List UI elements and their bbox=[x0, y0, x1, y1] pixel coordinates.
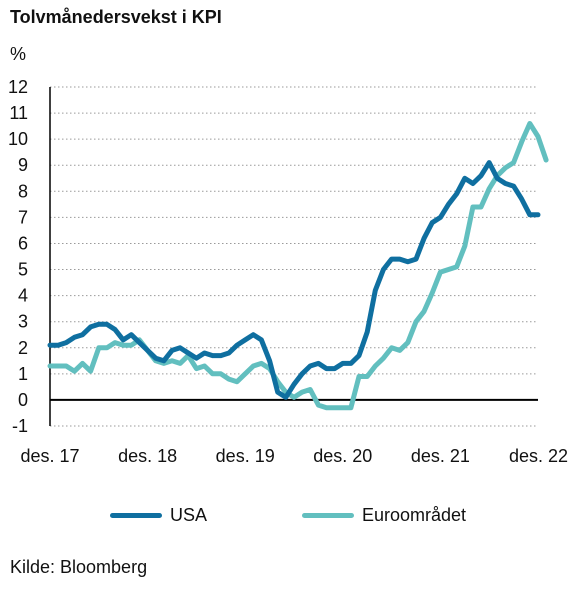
source-note: Kilde: Bloomberg bbox=[10, 557, 148, 577]
x-tick-label: des. 21 bbox=[411, 446, 470, 466]
y-tick-label: 8 bbox=[18, 181, 28, 201]
legend-label-euroomradet: Euroområdet bbox=[362, 505, 467, 525]
y-tick-label: 5 bbox=[18, 260, 28, 280]
series-line-usa bbox=[47, 160, 541, 400]
grid-lines bbox=[49, 86, 538, 427]
x-axis-ticks: des. 17 des. 18 des. 19 des. 20 des. 21 des. … bbox=[20, 446, 568, 466]
legend-item-euroomradet: Euroområdet bbox=[302, 505, 466, 526]
y-tick-label: 1 bbox=[18, 364, 28, 384]
x-tick-label: des. 20 bbox=[313, 446, 372, 466]
legend-label-usa: USA bbox=[170, 505, 208, 525]
y-tick-label: 0 bbox=[18, 390, 28, 410]
x-tick-label: des. 22 bbox=[509, 446, 568, 466]
series-line-euroomradet bbox=[47, 121, 549, 411]
legend: USA Euroområdet bbox=[0, 505, 575, 529]
x-tick-label: des. 19 bbox=[216, 446, 275, 466]
y-tick-label: 4 bbox=[18, 286, 28, 306]
series-lines bbox=[47, 121, 549, 411]
y-tick-label: -1 bbox=[12, 416, 28, 436]
y-tick-label: 12 bbox=[8, 77, 28, 97]
chart-title: Tolvmånedersvekst i KPI bbox=[10, 7, 222, 27]
legend-swatch-usa bbox=[110, 513, 162, 518]
y-tick-label: 3 bbox=[18, 312, 28, 332]
legend-swatch-euroomradet bbox=[302, 513, 354, 518]
y-tick-label: 2 bbox=[18, 338, 28, 358]
legend-item-usa: USA bbox=[110, 505, 207, 526]
y-tick-label: 6 bbox=[18, 233, 28, 253]
x-tick-label: des. 17 bbox=[20, 446, 79, 466]
y-tick-label: 10 bbox=[8, 129, 28, 149]
y-axis-unit: % bbox=[10, 44, 27, 64]
y-tick-label: 11 bbox=[9, 103, 28, 123]
y-tick-label: 7 bbox=[18, 207, 28, 227]
x-tick-label: des. 18 bbox=[118, 446, 177, 466]
y-tick-label: 9 bbox=[18, 155, 28, 175]
